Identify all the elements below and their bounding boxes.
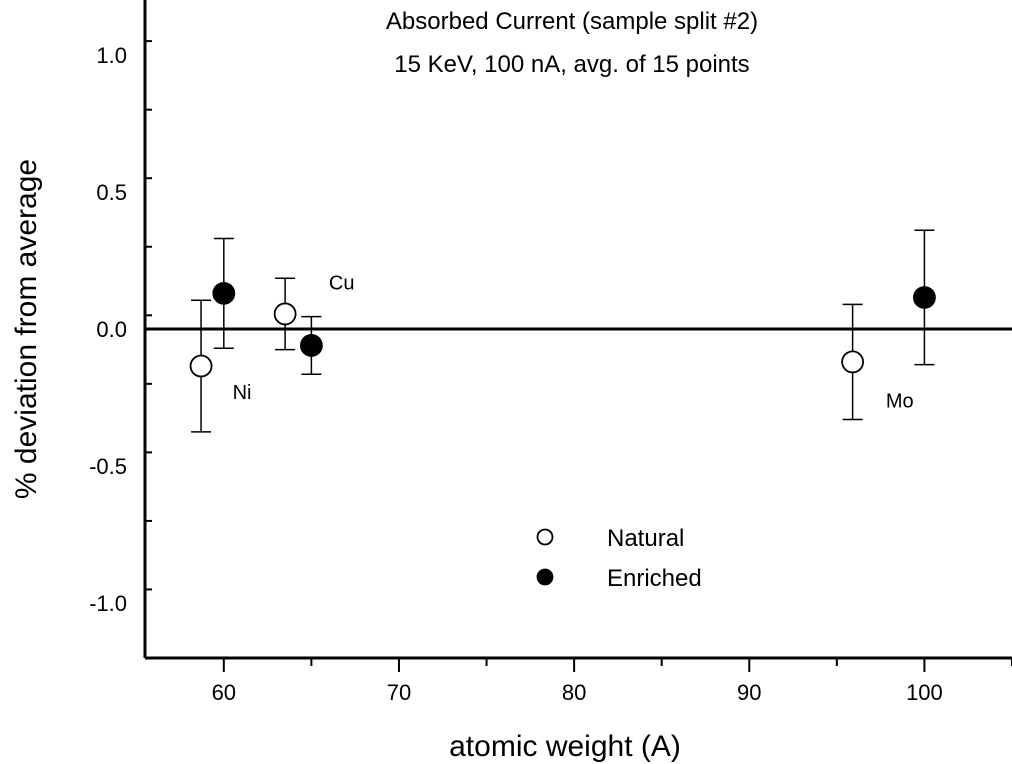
y-axis-title: % deviation from average [10,159,43,499]
enriched-data-point [913,286,936,309]
x-tick-label: 90 [737,680,761,705]
legend-label-enriched: Enriched [607,565,702,592]
enriched-data-point [212,281,236,305]
legend-marker-enriched [536,568,554,586]
chart-title: Absorbed Current (sample split #2) [386,8,758,35]
y-tick-label: 0.5 [96,180,127,205]
point-annotation: Ni [233,382,252,404]
natural-data-point [273,302,297,326]
natural-data-point [189,354,213,378]
x-tick-label: 70 [387,680,411,705]
x-tick-label: 100 [906,680,943,705]
x-axis-title: atomic weight (A) [449,730,681,763]
x-tick-label: 60 [212,680,236,705]
x-tick-label: 80 [562,680,586,705]
y-tick-label: -1.0 [89,591,127,616]
legend-label-natural: Natural [607,525,684,552]
enriched-data-point [299,334,323,357]
y-tick-label: -0.5 [89,454,127,479]
plot-area: -1.0 -0.5 0.0 0.5 1.0 60 70 80 90 100 Ni Cu Mo Natura… [89,0,1012,705]
legend-marker-natural [536,528,554,546]
natural-data-point [841,350,865,374]
point-annotation: Mo [886,390,914,412]
chart-subtitle: 15 KeV, 100 nA, avg. of 15 points [394,51,749,78]
point-annotation: Cu [329,272,355,294]
y-tick-label: 0.0 [96,317,127,342]
y-tick-label: 1.0 [96,43,127,68]
